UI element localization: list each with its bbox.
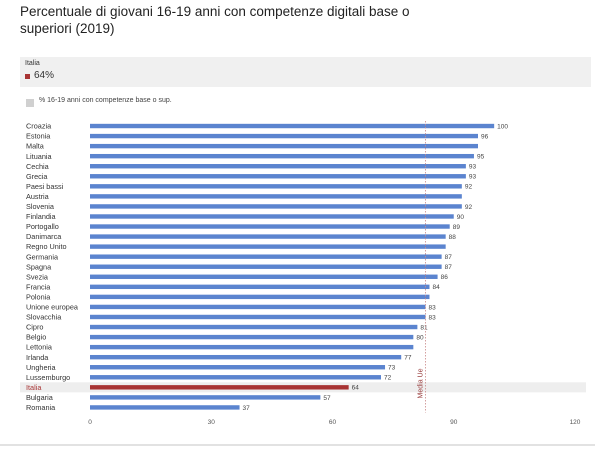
category-label[interactable]: Unione europea bbox=[26, 303, 79, 312]
category-label[interactable]: Paesi bassi bbox=[26, 182, 64, 191]
bar[interactable] bbox=[90, 264, 442, 269]
data-label: 64 bbox=[352, 385, 360, 392]
category-label[interactable]: Croazia bbox=[26, 122, 52, 131]
data-label: 73 bbox=[388, 365, 396, 372]
data-label: 93 bbox=[469, 174, 477, 181]
category-label[interactable]: Cechia bbox=[26, 162, 50, 171]
data-label: 90 bbox=[457, 214, 465, 221]
category-label[interactable]: Danimarca bbox=[26, 232, 62, 241]
category-label[interactable]: Irlanda bbox=[26, 353, 49, 362]
category-label[interactable]: Polonia bbox=[26, 292, 51, 301]
category-label[interactable]: Malta bbox=[26, 142, 45, 151]
data-label: 88 bbox=[449, 234, 457, 241]
category-label[interactable]: Grecia bbox=[26, 172, 48, 181]
bar[interactable] bbox=[90, 254, 442, 259]
data-label: 83 bbox=[428, 314, 436, 321]
category-label[interactable]: Francia bbox=[26, 282, 51, 291]
category-label[interactable]: Finlandia bbox=[26, 212, 57, 221]
category-label[interactable]: Lituania bbox=[26, 152, 53, 161]
tooltip-box: Italia 64% bbox=[20, 57, 591, 87]
data-label: 72 bbox=[384, 375, 392, 382]
bar[interactable] bbox=[90, 133, 478, 139]
bar[interactable] bbox=[90, 143, 478, 149]
category-label[interactable]: Slovenia bbox=[26, 202, 55, 211]
bar[interactable] bbox=[90, 354, 402, 360]
category-label[interactable]: Spagna bbox=[26, 262, 52, 271]
data-label: 86 bbox=[441, 274, 449, 281]
tooltip-swatch bbox=[25, 74, 30, 79]
bar[interactable] bbox=[90, 405, 240, 410]
bar[interactable] bbox=[90, 294, 430, 300]
category-label[interactable]: Ungheria bbox=[26, 363, 57, 372]
category-label[interactable]: Lussemburgo bbox=[26, 373, 70, 382]
data-label: 84 bbox=[433, 284, 441, 291]
bottom-divider bbox=[0, 444, 595, 446]
category-label[interactable]: Regno Unito bbox=[26, 242, 67, 251]
category-label[interactable]: Portogallo bbox=[26, 222, 59, 231]
data-label: 87 bbox=[445, 264, 453, 271]
bar[interactable] bbox=[90, 224, 450, 229]
data-label: 80 bbox=[416, 334, 424, 341]
bar[interactable] bbox=[90, 314, 426, 320]
tooltip-country: Italia bbox=[25, 60, 40, 67]
data-label: 37 bbox=[243, 405, 251, 412]
tooltip-value: 64% bbox=[34, 70, 55, 81]
bar[interactable] bbox=[90, 304, 426, 310]
category-label[interactable]: Estonia bbox=[26, 132, 51, 141]
data-label: 95 bbox=[477, 154, 485, 161]
category-label[interactable]: Belgio bbox=[26, 333, 46, 342]
bar[interactable] bbox=[90, 184, 462, 189]
bar[interactable] bbox=[90, 344, 414, 350]
data-label: 83 bbox=[428, 304, 436, 311]
x-tick-label: 30 bbox=[208, 419, 216, 426]
data-label: 81 bbox=[420, 324, 428, 331]
data-label: 77 bbox=[404, 355, 412, 362]
bar[interactable] bbox=[90, 204, 462, 209]
bar[interactable] bbox=[90, 164, 466, 169]
bar[interactable] bbox=[90, 123, 495, 129]
data-label: 57 bbox=[323, 395, 331, 402]
bar[interactable] bbox=[90, 375, 381, 380]
category-label[interactable]: Austria bbox=[26, 192, 50, 201]
x-tick-label: 0 bbox=[88, 419, 92, 426]
bar[interactable] bbox=[90, 385, 349, 390]
bar[interactable] bbox=[90, 244, 446, 249]
x-tick-label: 90 bbox=[450, 419, 458, 426]
data-label: 89 bbox=[453, 224, 461, 231]
x-tick-label: 120 bbox=[570, 419, 581, 426]
bar[interactable] bbox=[90, 194, 462, 199]
category-label[interactable]: Germania bbox=[26, 252, 59, 261]
legend-label: % 16-19 anni con competenze base o sup. bbox=[39, 97, 172, 104]
x-tick-label: 60 bbox=[329, 419, 337, 426]
reference-line-label: Media Ue bbox=[417, 368, 424, 398]
category-label[interactable]: Cipro bbox=[26, 323, 43, 332]
bar[interactable] bbox=[90, 274, 438, 279]
bar[interactable] bbox=[90, 234, 446, 239]
category-label[interactable]: Bulgaria bbox=[26, 393, 54, 402]
data-label: 92 bbox=[465, 184, 473, 191]
bar[interactable] bbox=[90, 153, 474, 159]
bar[interactable] bbox=[90, 174, 466, 179]
data-label: 93 bbox=[469, 164, 477, 171]
category-label[interactable]: Svezia bbox=[26, 272, 49, 281]
category-label[interactable]: Lettonia bbox=[26, 343, 53, 352]
data-label: 100 bbox=[497, 123, 508, 130]
bar[interactable] bbox=[90, 365, 386, 370]
legend-swatch bbox=[26, 99, 34, 107]
bar[interactable] bbox=[90, 284, 430, 290]
bar[interactable] bbox=[90, 334, 414, 340]
data-label: 96 bbox=[481, 133, 489, 140]
data-label: 92 bbox=[465, 204, 473, 211]
category-label[interactable]: Romania bbox=[26, 403, 56, 412]
bar[interactable] bbox=[90, 395, 321, 400]
chart-title: Percentuale di giovani 16-19 anni con co… bbox=[20, 4, 410, 36]
category-label[interactable]: Italia bbox=[26, 383, 42, 392]
category-label[interactable]: Slovacchia bbox=[26, 313, 62, 322]
bar[interactable] bbox=[90, 214, 454, 219]
bar[interactable] bbox=[90, 324, 418, 330]
data-label: 87 bbox=[445, 254, 453, 261]
